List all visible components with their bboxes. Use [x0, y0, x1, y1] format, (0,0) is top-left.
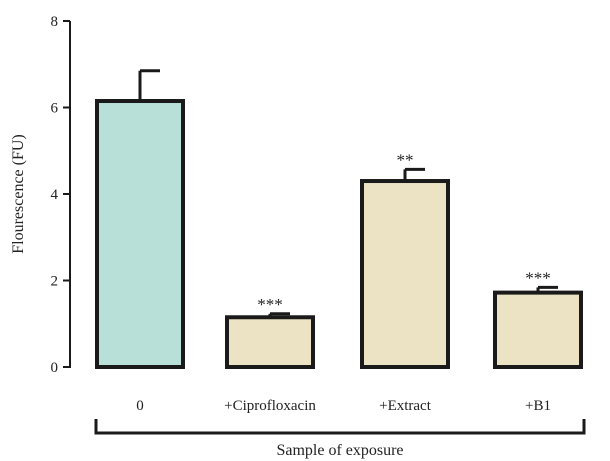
- y-axis-ticks: 0 2 4 6 8: [51, 14, 70, 376]
- x-tick-label: +Extract: [379, 398, 432, 414]
- bracket-line: [94, 419, 586, 435]
- significance-label: **: [397, 150, 414, 169]
- significance-label: ***: [257, 295, 283, 314]
- x-group-bracket: [94, 419, 586, 435]
- x-tick-labels: 0 +Ciprofloxacin +Extract +B1: [136, 398, 551, 414]
- bar-group: [95, 69, 185, 369]
- x-axis-label: Sample of exposure: [276, 442, 403, 459]
- y-tick-label: 2: [51, 274, 59, 290]
- bar: [95, 99, 185, 369]
- y-tick-label: 4: [51, 187, 59, 203]
- x-tick-label: +Ciprofloxacin: [224, 398, 316, 414]
- bar-group: ***: [493, 268, 583, 369]
- bars-group: ********: [95, 69, 583, 370]
- bar-group: ***: [225, 295, 315, 370]
- y-tick-label: 8: [51, 14, 59, 30]
- significance-label: ***: [525, 268, 551, 287]
- bar: [225, 315, 315, 370]
- x-tick-label: +B1: [525, 398, 551, 414]
- y-tick-label: 6: [51, 101, 59, 117]
- y-tick-label: 0: [51, 360, 59, 376]
- x-tick-label: 0: [136, 398, 144, 414]
- y-axis-label: Flourescence (FU): [10, 134, 27, 254]
- bar: [360, 179, 450, 369]
- bar: [493, 290, 583, 369]
- bar-group: **: [360, 150, 450, 369]
